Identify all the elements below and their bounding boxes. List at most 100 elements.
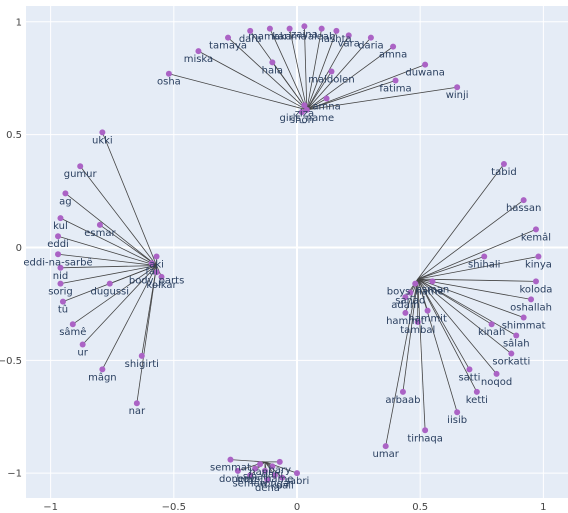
node-label: body_parts — [129, 275, 184, 286]
node-point[interactable] — [407, 289, 414, 296]
node-point[interactable] — [99, 366, 106, 373]
node-point[interactable] — [429, 278, 436, 285]
node-label: nid — [53, 271, 68, 282]
node-point[interactable] — [473, 388, 480, 395]
node-point[interactable] — [454, 409, 461, 416]
node-point[interactable] — [535, 253, 542, 260]
node-point[interactable] — [227, 456, 234, 463]
node-point[interactable] — [165, 70, 172, 77]
node-point[interactable] — [500, 160, 507, 167]
node-point[interactable] — [294, 470, 300, 477]
node-point[interactable] — [513, 332, 520, 339]
node-point[interactable] — [298, 109, 305, 116]
node-point[interactable] — [367, 34, 374, 41]
node-label: satti — [458, 372, 480, 383]
node-label: shigirti — [125, 359, 159, 370]
x-tick-label: 1 — [540, 502, 546, 513]
node-point[interactable] — [57, 215, 64, 222]
node-point[interactable] — [269, 59, 276, 66]
node-point[interactable] — [532, 278, 539, 285]
node-point[interactable] — [271, 472, 278, 479]
node-point[interactable] — [276, 458, 283, 465]
node-point[interactable] — [466, 366, 473, 373]
node-point[interactable] — [412, 280, 419, 287]
node-point[interactable] — [303, 106, 310, 113]
node-point[interactable] — [333, 27, 340, 34]
node-point[interactable] — [133, 400, 140, 407]
node-point[interactable] — [392, 77, 399, 84]
node-point[interactable] — [345, 32, 352, 39]
label-layer: girls_nameoshamiskatamayadarahalamamakak… — [23, 29, 552, 494]
node-point[interactable] — [301, 102, 308, 109]
edge — [417, 256, 485, 280]
node-point[interactable] — [493, 370, 500, 377]
node-point[interactable] — [252, 465, 259, 472]
node-point[interactable] — [69, 321, 76, 328]
node-point[interactable] — [225, 34, 232, 41]
node-point[interactable] — [422, 427, 429, 434]
node-point[interactable] — [261, 467, 268, 474]
y-tick-label: 1 — [16, 17, 22, 28]
node-label: aleah — [308, 32, 336, 43]
node-point[interactable] — [153, 269, 160, 276]
node-point[interactable] — [153, 253, 160, 260]
node-point[interactable] — [55, 233, 62, 240]
node-point[interactable] — [62, 190, 69, 197]
node-point[interactable] — [99, 129, 106, 136]
node-point[interactable] — [528, 296, 535, 303]
node-point[interactable] — [138, 352, 145, 359]
node-point[interactable] — [257, 461, 264, 468]
node-point[interactable] — [402, 294, 409, 301]
node-point[interactable] — [195, 48, 202, 55]
node-point[interactable] — [266, 25, 273, 32]
node-label: fatima — [379, 83, 411, 94]
node-point[interactable] — [454, 84, 461, 91]
node-point[interactable] — [301, 23, 308, 30]
node-point[interactable] — [382, 443, 389, 450]
node-label: miska — [184, 54, 213, 65]
node-point[interactable] — [318, 25, 325, 32]
node-point[interactable] — [508, 350, 515, 357]
node-point[interactable] — [106, 280, 113, 287]
node-label: hassan — [506, 203, 541, 214]
node-point[interactable] — [328, 68, 335, 75]
node-point[interactable] — [148, 260, 155, 267]
node-point[interactable] — [269, 463, 276, 470]
edge — [60, 265, 157, 269]
node-point[interactable] — [399, 388, 406, 395]
node-point[interactable] — [57, 264, 64, 271]
node-point[interactable] — [390, 43, 397, 50]
edge — [99, 224, 157, 266]
node-point[interactable] — [264, 476, 271, 483]
node-point[interactable] — [247, 27, 254, 34]
node-point[interactable] — [96, 221, 103, 228]
node-point[interactable] — [234, 467, 241, 474]
node-point[interactable] — [520, 197, 527, 204]
node-point[interactable] — [279, 474, 286, 481]
node-label: daria — [358, 41, 384, 52]
node-point[interactable] — [57, 280, 64, 287]
node-point[interactable] — [424, 307, 431, 314]
node-label: amna — [379, 50, 407, 61]
node-point[interactable] — [59, 298, 66, 305]
node-point[interactable] — [247, 472, 254, 479]
node-label: kemâl — [521, 231, 551, 243]
node-point[interactable] — [532, 226, 539, 233]
node-point[interactable] — [77, 163, 84, 170]
node-point[interactable] — [55, 251, 62, 258]
node-point[interactable] — [481, 253, 488, 260]
node-point[interactable] — [402, 309, 409, 316]
node-point[interactable] — [158, 273, 165, 280]
edge — [269, 28, 308, 110]
node-label: winji — [446, 90, 469, 101]
node-point[interactable] — [520, 314, 527, 321]
node-label: esmar — [84, 228, 116, 239]
node-point[interactable] — [488, 321, 495, 328]
node-point[interactable] — [79, 341, 86, 348]
node-point[interactable] — [323, 95, 330, 102]
node-point[interactable] — [422, 61, 429, 68]
node-point[interactable] — [286, 25, 293, 32]
node-point[interactable] — [414, 318, 421, 325]
